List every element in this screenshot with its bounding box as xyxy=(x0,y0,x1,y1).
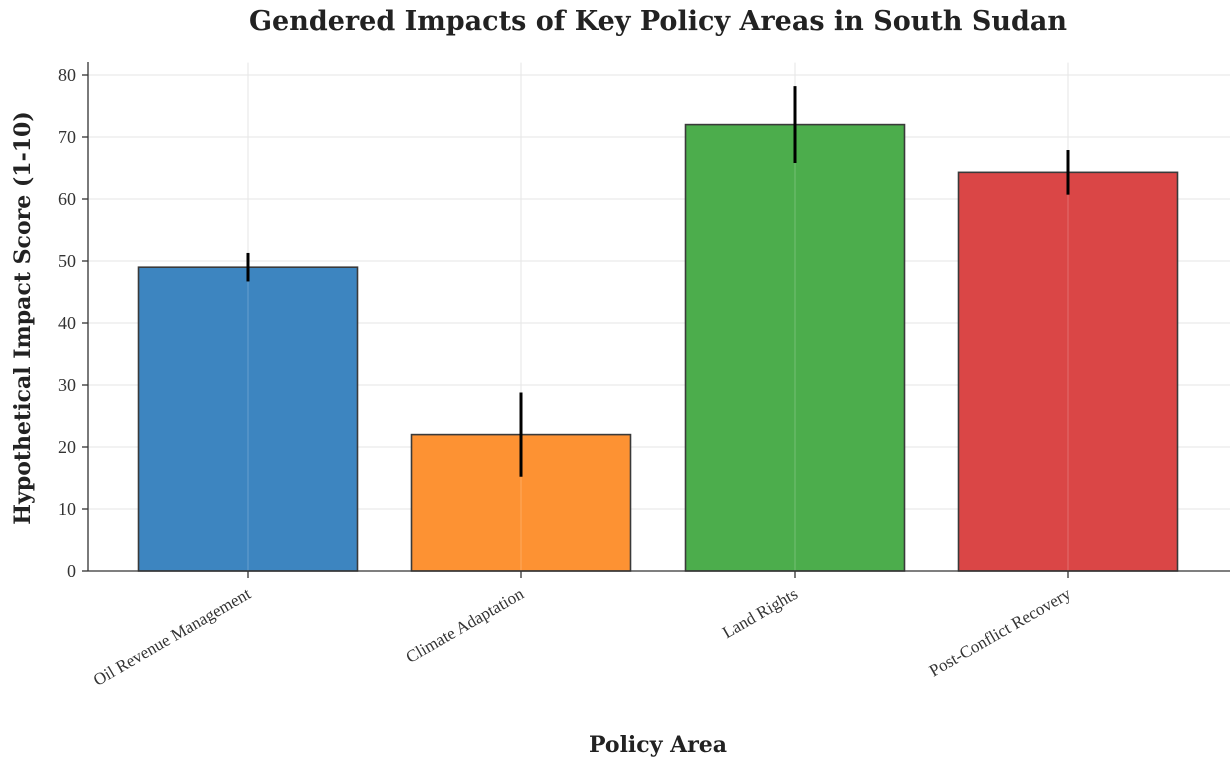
y-tick-label: 40 xyxy=(58,313,76,333)
y-tick-label: 70 xyxy=(58,127,76,147)
x-ticks: Oil Revenue Management Climate Adaptation… xyxy=(90,571,1074,690)
chart-title: Gendered Impacts of Key Policy Areas in … xyxy=(249,6,1067,37)
bar xyxy=(137,266,359,572)
y-tick-label: 30 xyxy=(58,375,76,395)
y-tick-label: 50 xyxy=(58,251,76,271)
y-tick-label: 10 xyxy=(58,499,76,519)
bar xyxy=(957,171,1179,572)
y-tick-label: 80 xyxy=(58,65,76,85)
x-axis-label: Policy Area xyxy=(589,732,727,758)
y-axis-label: Hypothetical Impact Score (1-10) xyxy=(10,111,36,524)
y-tick-label: 0 xyxy=(67,561,76,581)
y-ticks: 0 10 20 30 40 50 60 70 80 xyxy=(58,65,88,581)
x-tick-label: Climate Adaptation xyxy=(403,584,528,667)
x-tick-label: Land Rights xyxy=(719,584,801,642)
bar xyxy=(684,123,906,572)
axes xyxy=(87,62,1230,572)
y-tick-label: 20 xyxy=(58,437,76,457)
x-tick-label: Post-Conflict Recovery xyxy=(926,584,1075,681)
x-tick-label: Oil Revenue Management xyxy=(90,584,254,690)
bars xyxy=(137,123,1179,572)
error-bars xyxy=(246,86,1070,477)
y-tick-label: 60 xyxy=(58,189,76,209)
